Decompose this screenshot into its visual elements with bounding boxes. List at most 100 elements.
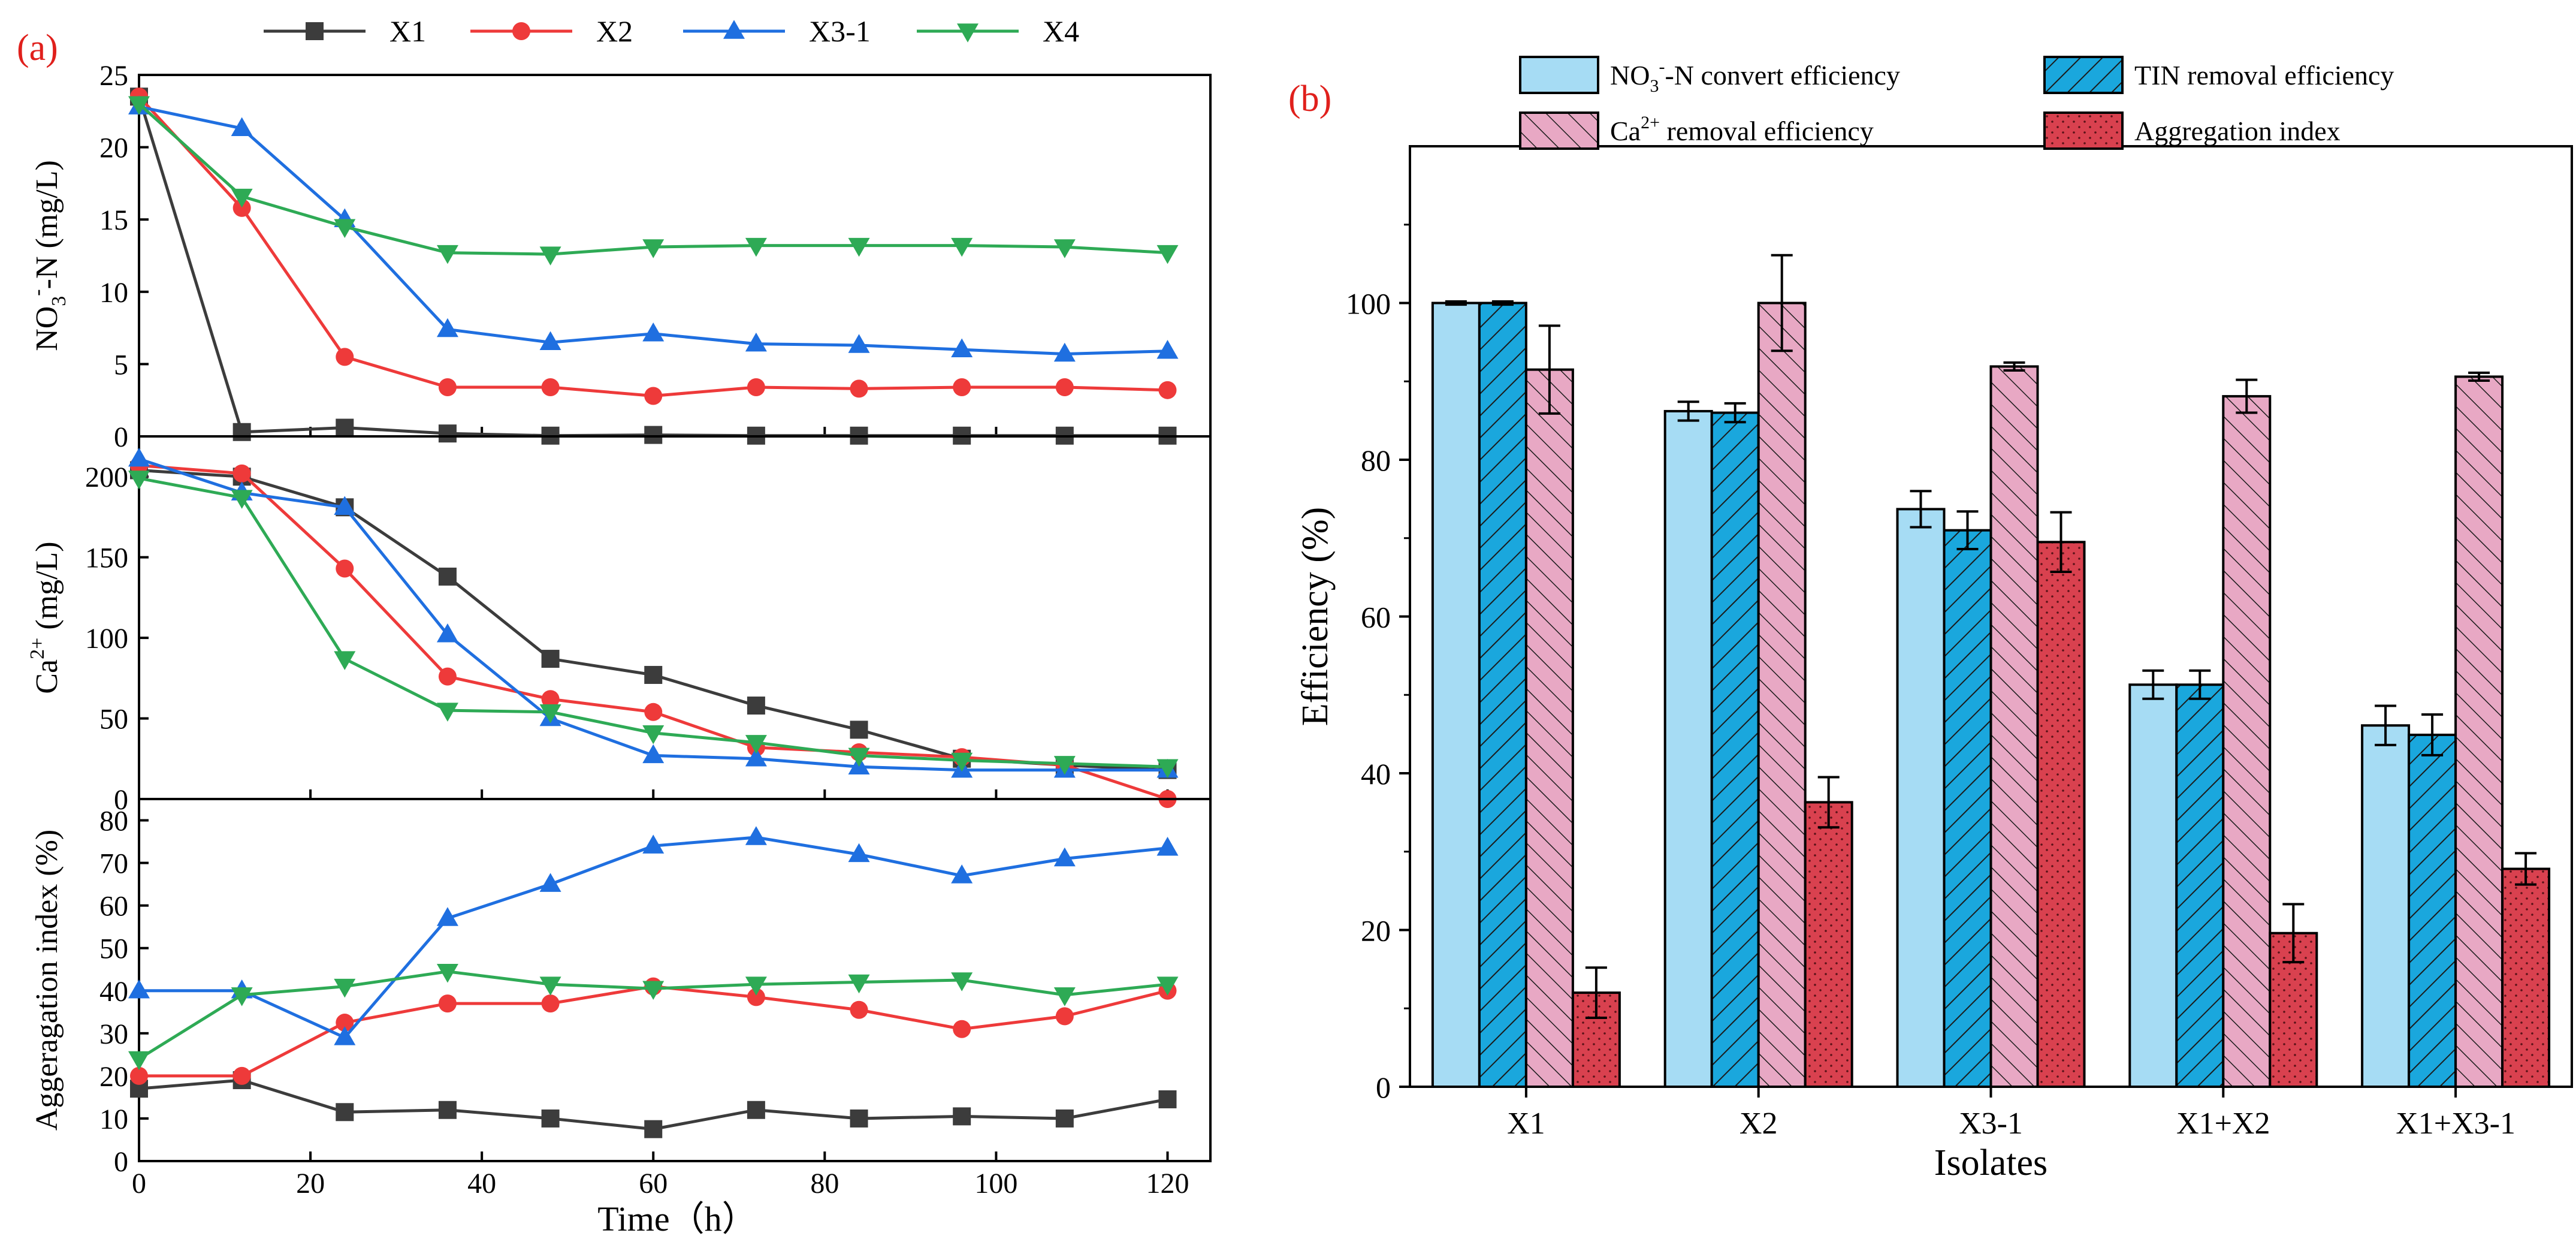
data-point-x3-1 <box>1053 847 1076 867</box>
legend-swatch-tin-removal-efficiency <box>2043 56 2124 94</box>
data-point-x2 <box>953 378 971 396</box>
x-tick-label: X3-1 <box>1959 1107 2023 1141</box>
data-point-x2 <box>541 378 560 396</box>
bar-no3-n-convert-efficiency <box>2361 724 2411 1089</box>
bar-tin-removal-efficiency <box>1710 411 1760 1088</box>
legend-label-ca2-removal-efficiency: Ca2+ removal efficiency <box>1610 113 1874 146</box>
data-point-x4 <box>1156 976 1179 996</box>
data-point-x2 <box>1055 1007 1074 1026</box>
data-point-x1 <box>438 567 457 586</box>
data-point-x4 <box>848 237 870 257</box>
y-tick-label: 40 <box>1361 757 1391 791</box>
y-tick-label: 200 <box>85 462 128 493</box>
data-point-x4 <box>951 237 973 257</box>
data-point-x4 <box>951 972 973 991</box>
data-point-x4 <box>231 188 253 208</box>
series-line-x2 <box>139 985 1168 1078</box>
subplot-frame <box>138 74 1212 438</box>
data-point-x2 <box>953 1020 971 1038</box>
y-tick-label: 0 <box>114 421 128 453</box>
data-point-x2 <box>541 690 560 709</box>
series-line-x3-1 <box>138 105 1168 356</box>
data-point-x3-1 <box>1053 342 1076 362</box>
y-tick-label: 20 <box>1361 914 1391 948</box>
data-point-x3-1 <box>642 834 665 854</box>
bar-no3-n-convert-efficiency <box>1663 409 1713 1088</box>
series-line-x1 <box>138 468 1168 772</box>
y-tick-label: 25 <box>99 60 128 92</box>
data-point-x4 <box>539 704 561 724</box>
panel-b-label: (b) <box>1288 79 1331 119</box>
legend-marker-x2 <box>512 22 530 40</box>
data-point-x2 <box>541 994 560 1013</box>
x-tick-label: 100 <box>974 1168 1017 1199</box>
data-point-x2 <box>438 994 457 1013</box>
data-point-x3-1 <box>1156 339 1179 359</box>
bar-aggregation-index <box>2501 867 2551 1088</box>
bar-ca2-removal-efficiency <box>1757 302 1807 1088</box>
data-point-x2 <box>130 1066 148 1085</box>
y-tick-label: 50 <box>99 704 128 735</box>
bar-tin-removal-efficiency <box>1943 529 1992 1088</box>
data-point-x2 <box>850 379 868 398</box>
data-point-x1 <box>541 650 560 668</box>
data-point-x3-1 <box>642 744 665 764</box>
data-point-x1 <box>644 665 663 684</box>
x-axis-label: Isolates <box>1934 1143 2047 1183</box>
y-axis-label: NO3--N (mg/L) <box>26 160 70 351</box>
data-point-x4 <box>231 987 253 1006</box>
x-tick-label: 20 <box>296 1168 325 1199</box>
data-point-x3-1 <box>745 826 767 845</box>
y-tick-label: 30 <box>99 1018 128 1050</box>
y-tick-label: 5 <box>114 349 128 381</box>
data-point-x1 <box>747 1101 765 1119</box>
x-tick-label: 60 <box>639 1168 668 1199</box>
bar-ca2-removal-efficiency <box>2454 375 2504 1088</box>
data-point-x2 <box>336 1014 354 1032</box>
data-point-x2 <box>232 1066 251 1085</box>
subplot-1: 0 5 10 15 20 25 NO3--N (mg/L) <box>26 60 1212 453</box>
data-point-x4 <box>642 239 665 258</box>
data-point-x1 <box>438 1101 457 1119</box>
x-tick-label: X1+X3-1 <box>2396 1107 2515 1141</box>
legend-label-tin-removal-efficiency: TIN removal efficiency <box>2134 60 2394 91</box>
y-tick-label: 50 <box>99 933 128 965</box>
data-point-x3-1 <box>436 318 458 337</box>
data-point-x2 <box>232 198 251 217</box>
legend-swatch-aggregation-index <box>2043 111 2124 150</box>
series-line-x1 <box>137 96 1168 438</box>
data-point-x4 <box>1156 245 1179 264</box>
bar-ca2-removal-efficiency <box>1524 368 1574 1089</box>
y-tick-label: 0 <box>114 1146 128 1178</box>
data-point-x3-1 <box>1156 836 1179 856</box>
legend-label-x2: X2 <box>596 14 633 48</box>
data-point-x1 <box>1158 1090 1177 1108</box>
y-tick-label: 10 <box>99 1104 128 1135</box>
data-point-x1 <box>644 1120 663 1138</box>
data-point-x2 <box>850 1000 868 1019</box>
data-point-x4 <box>334 978 356 998</box>
bar-tin-removal-efficiency <box>2175 683 2225 1088</box>
bar-tin-removal-efficiency <box>1478 302 1527 1088</box>
data-point-x4 <box>436 245 458 264</box>
y-tick-label: 15 <box>99 204 128 236</box>
data-point-x4 <box>128 471 150 490</box>
x-axis-label: Time（h） <box>597 1199 756 1238</box>
x-tick-label: 120 <box>1146 1168 1189 1199</box>
data-point-x3-1 <box>334 1026 356 1045</box>
data-point-x3-1 <box>539 873 561 892</box>
y-tick-label: 80 <box>99 806 128 837</box>
x-tick-label: X1 <box>1507 1107 1545 1141</box>
bar-tin-removal-efficiency <box>2408 733 2457 1088</box>
data-point-x1 <box>541 1109 560 1128</box>
legend-swatch-no3-n-convert-efficiency <box>1519 56 1599 94</box>
data-point-x2 <box>1158 381 1177 399</box>
legend-label-x4: X4 <box>1043 14 1079 48</box>
y-tick-label: 60 <box>1361 601 1391 634</box>
data-point-x2 <box>1055 378 1074 396</box>
x-tick-label: 0 <box>132 1168 146 1199</box>
subplot-2: 0 50 100 150 200 Ca2+ (mg/L) <box>26 435 1212 816</box>
legend-label-x1: X1 <box>389 14 426 48</box>
data-point-x4 <box>436 964 458 983</box>
